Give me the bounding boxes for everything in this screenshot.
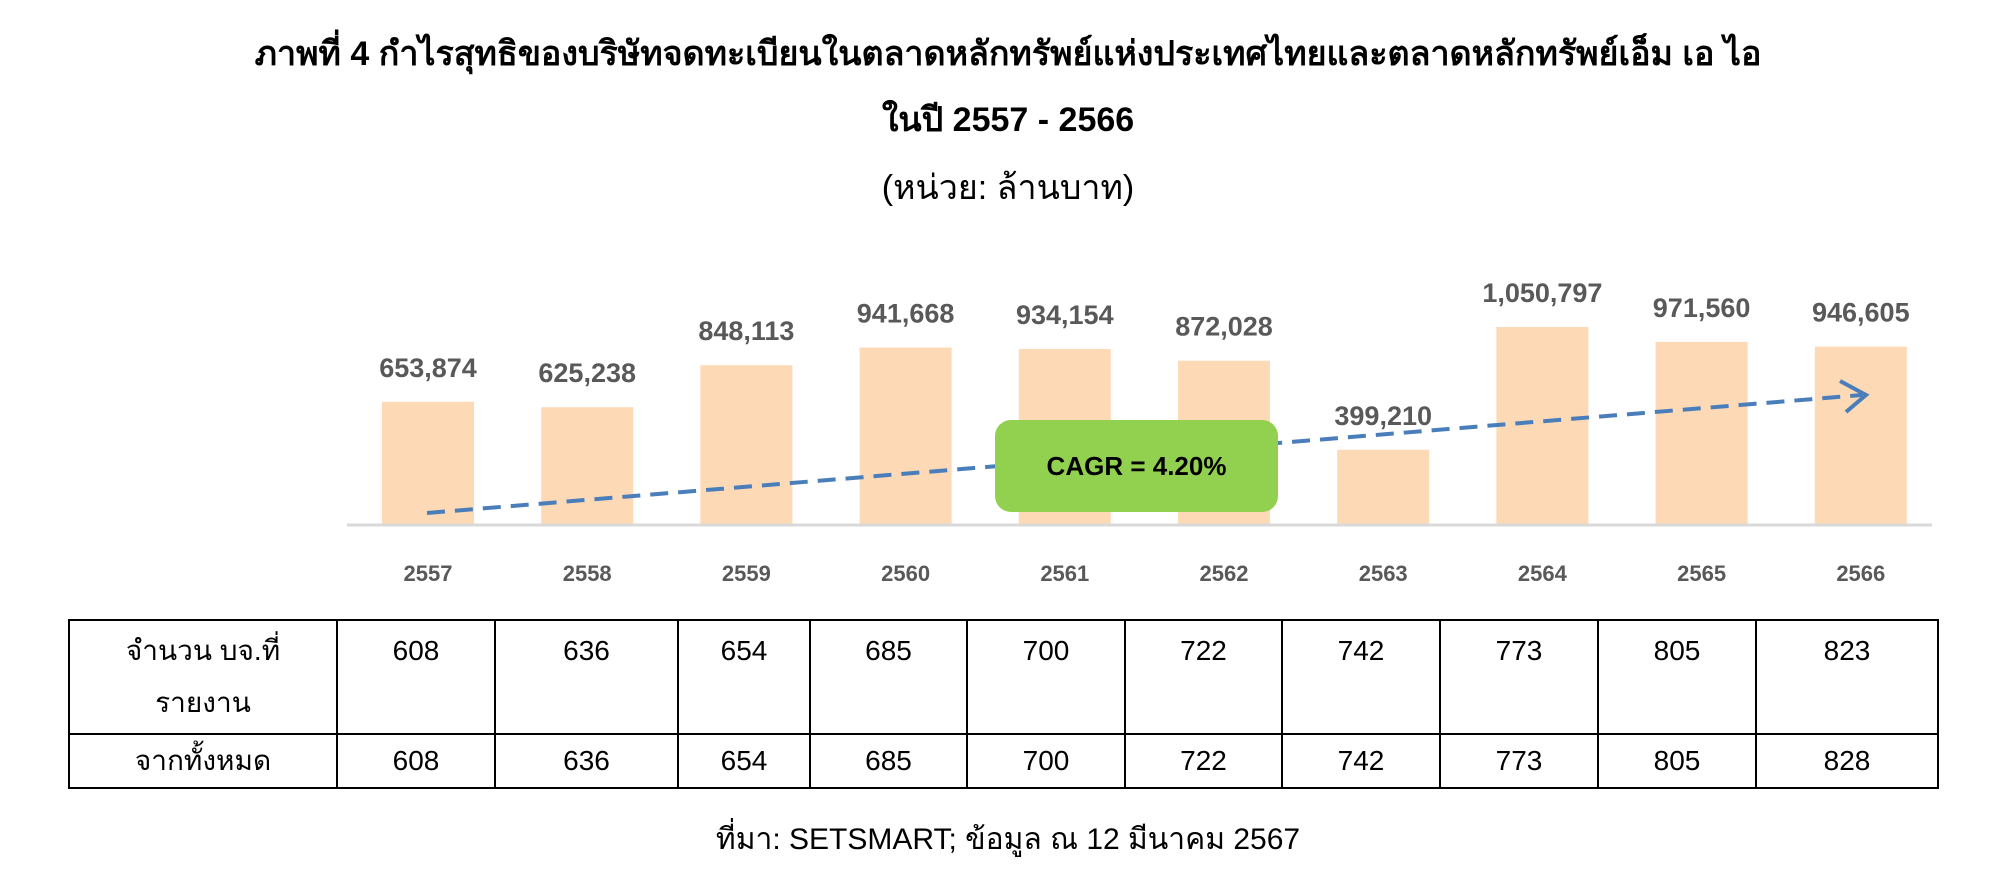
value-label: 934,154 [1016, 300, 1114, 330]
bar-2566 [1814, 346, 1907, 525]
table-cell: 773 [1439, 733, 1599, 789]
source-note: ที่มา: SETSMART; ข้อมูล ณ 12 มีนาคม 2567 [715, 823, 1301, 856]
cagr-annotation: CAGR = 4.20% [995, 420, 1278, 512]
value-label: 941,668 [857, 299, 955, 329]
bar-2558 [541, 407, 634, 525]
table-cell: 742 [1281, 733, 1441, 789]
value-label: 872,028 [1175, 312, 1273, 342]
table-row: จากทั้งหมด 608 636 654 685 700 722 742 773 805 82… [68, 733, 1939, 789]
value-label: 625,238 [538, 358, 636, 388]
bar-2560 [859, 347, 952, 525]
bar-2565 [1655, 341, 1748, 525]
trend-line [426, 393, 1863, 515]
row1-label-line1: จำนวน บจ.ที่ [125, 635, 281, 666]
x-tick-label: 2563 [1359, 561, 1408, 586]
value-label-group: 653,874 625,238 848,113 941,668 934,154 872,0… [379, 278, 1909, 431]
table-cell: 828 [1755, 733, 1939, 789]
table-cell: 700 [966, 733, 1126, 789]
row1-label-line2: รายงาน [155, 687, 251, 718]
x-tick-label: 2557 [404, 561, 453, 586]
x-tick-label: 2562 [1200, 561, 1249, 586]
bar-2559 [700, 365, 793, 525]
table-cell: 608 [336, 619, 496, 735]
table-cell: 608 [336, 733, 496, 789]
table-cell: 722 [1124, 733, 1283, 789]
table-cell: 654 [677, 619, 811, 735]
value-label: 971,560 [1653, 293, 1751, 323]
table-cell: 654 [677, 733, 811, 789]
table-cell: 823 [1755, 619, 1939, 735]
chart-title-line2: ในปี 2557 - 2566 [881, 101, 1135, 139]
value-label: 1,050,797 [1482, 278, 1602, 308]
unit-label: (หน่วย: ล้านบาท) [881, 169, 1135, 207]
bar-2564 [1496, 327, 1589, 525]
x-tick-label-group: 2557 2558 2559 2560 2561 2562 2563 2564 2565 2566 [404, 561, 1886, 586]
trend-arrowhead [1839, 379, 1870, 414]
table-cell: 685 [809, 619, 968, 735]
table-row: จำนวน บจ.ที่ รายงาน 608 636 654 685 700 722 74… [68, 619, 1939, 735]
table-cell: 805 [1597, 619, 1757, 735]
value-label: 399,210 [1334, 401, 1432, 431]
row2-label: จากทั้งหมด [68, 733, 338, 789]
x-tick-label: 2565 [1677, 561, 1726, 586]
x-tick-label: 2558 [563, 561, 612, 586]
x-tick-label: 2560 [881, 561, 930, 586]
table-cell: 685 [809, 733, 968, 789]
row1-label: จำนวน บจ.ที่ รายงาน [68, 619, 338, 735]
x-tick-label: 2559 [722, 561, 771, 586]
table-cell: 700 [966, 619, 1126, 735]
data-table: จำนวน บจ.ที่ รายงาน 608 636 654 685 700 722 74… [68, 619, 1939, 789]
table-cell: 722 [1124, 619, 1283, 735]
x-tick-label: 2566 [1836, 561, 1885, 586]
table-cell: 636 [494, 733, 679, 789]
x-tick-label: 2564 [1518, 561, 1568, 586]
x-tick-label: 2561 [1040, 561, 1089, 586]
value-label: 848,113 [698, 316, 794, 346]
table-cell: 805 [1597, 733, 1757, 789]
trend-arrow [426, 379, 1870, 515]
bar-2563 [1337, 449, 1430, 525]
table-cell: 742 [1281, 619, 1441, 735]
table-cell: 636 [494, 619, 679, 735]
bar-2557 [382, 401, 474, 525]
value-label: 653,874 [379, 353, 477, 383]
chart-title-line1: ภาพที่ 4 กำไรสุทธิของบริษัทจดทะเบียนในตล… [254, 35, 1762, 73]
value-label: 946,605 [1812, 298, 1910, 328]
table-cell: 773 [1439, 619, 1599, 735]
